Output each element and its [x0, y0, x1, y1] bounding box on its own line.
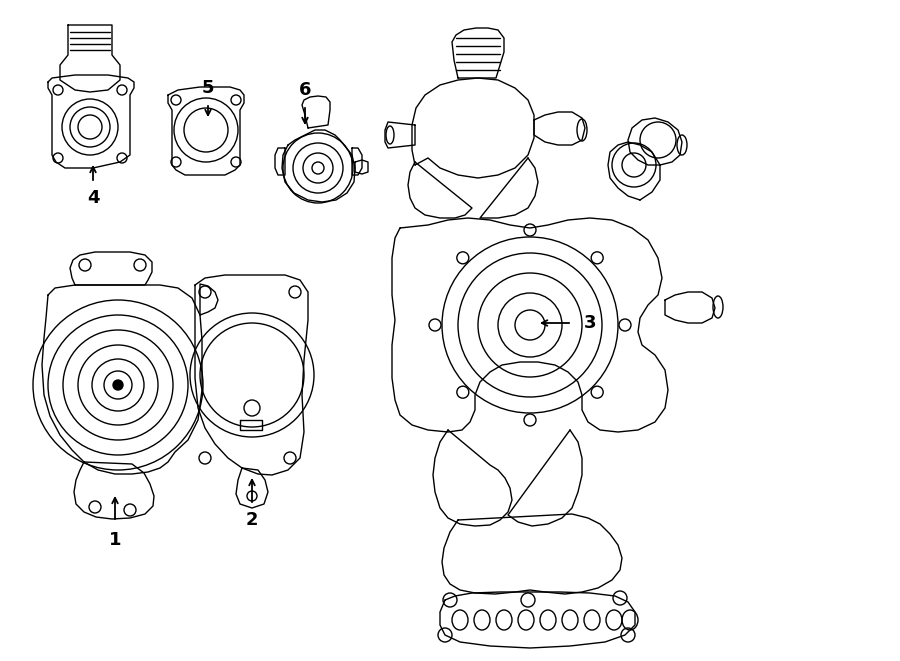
Text: 3: 3 — [584, 314, 596, 332]
Circle shape — [113, 380, 123, 390]
Text: 2: 2 — [246, 511, 258, 529]
Text: 4: 4 — [86, 189, 99, 207]
Text: 5: 5 — [202, 79, 214, 97]
Text: 1: 1 — [109, 531, 122, 549]
Text: 6: 6 — [299, 81, 311, 99]
